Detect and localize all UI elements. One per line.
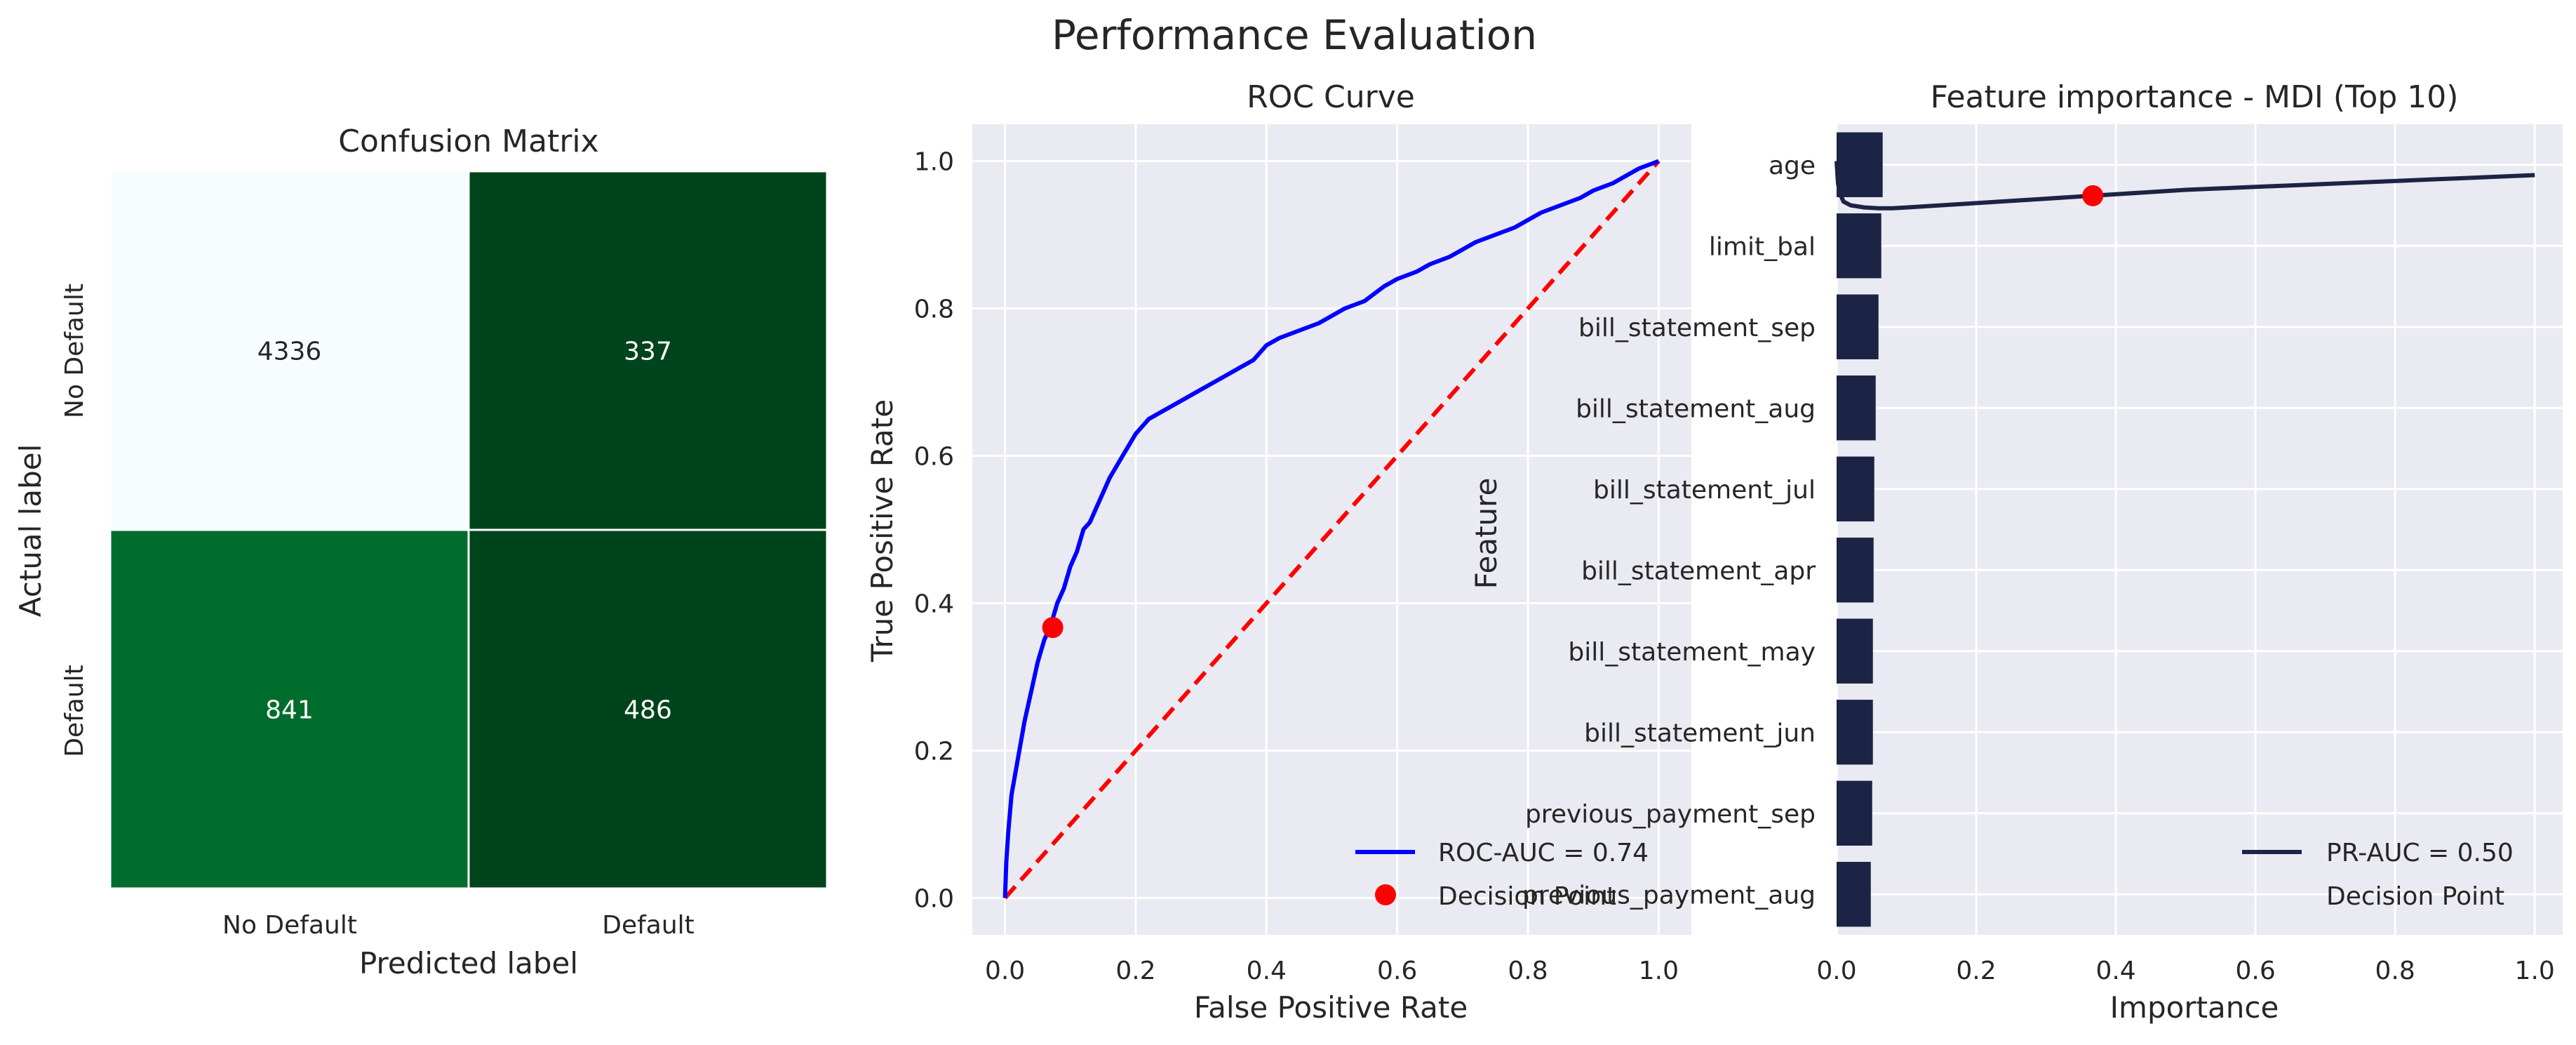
fi-bar-previous_payment_sep: [1837, 780, 1872, 846]
roc-chance-diagonal: [1003, 159, 1661, 900]
roc-xtick-4: 0.8: [1508, 957, 1548, 985]
cm-title: Confusion Matrix: [338, 124, 598, 159]
fi-label-bill_statement_jul: bill_statement_jul: [1593, 476, 1816, 505]
fi-tick-labels: 0.0 0.2 0.4 0.6 0.8 1.0: [1816, 957, 2554, 985]
cm-cell-value-0-1: 337: [624, 338, 672, 366]
roc-xtick-1: 0.2: [1115, 957, 1155, 985]
roc-ytick-3: 0.6: [914, 443, 954, 472]
fi-title: Feature importance - MDI (Top 10): [1931, 79, 2459, 115]
roc-tick-labels: 0.0 0.2 0.4 0.6 0.8 1.0 0.0 0.2 0.4 0.6 0.8 1.0: [914, 148, 1679, 986]
cm-ylabel: Actual label: [13, 444, 48, 618]
fi-bar-previous_payment_aug: [1837, 862, 1871, 927]
fi-label-bill_statement_sep: bill_statement_sep: [1578, 314, 1816, 342]
cm-ytick-0: No Default: [60, 284, 89, 418]
fi-bar-bill_statement_aug: [1837, 375, 1876, 441]
cm-cell-0-1: [467, 170, 829, 531]
figure-title: Performance Evaluation: [1052, 11, 1537, 59]
fi-plot-area: [1837, 124, 2563, 935]
cm-cell-1-1: [467, 528, 829, 890]
roc-legend-point-swatch: [1375, 884, 1396, 905]
roc-xtick-0: 0.0: [985, 957, 1025, 985]
fi-bars: [1837, 132, 1883, 927]
roc-ytick-4: 0.8: [914, 295, 954, 324]
fi-bar-limit_bal: [1837, 213, 1881, 279]
cm-cell-value-0-0: 4336: [257, 338, 322, 366]
fi-xtick-4: 0.8: [2375, 957, 2415, 985]
roc-ytick-5: 1.0: [914, 148, 954, 177]
feature-importance-chart: Feature importance - MDI (Top 10) age lim…: [1469, 79, 2563, 1025]
fi-xtick-1: 0.2: [1956, 957, 1996, 985]
fi-label-limit_bal: limit_bal: [1709, 232, 1816, 261]
cm-xtick-0: No Default: [222, 911, 357, 940]
cm-xtick-1: Default: [602, 911, 695, 940]
fi-xtick-0: 0.0: [1816, 957, 1856, 985]
roc-curve-chart: ROC Curve 0.0 0.2 0.4 0.6 0.8 1.0 0.0 0.2 0.4 0.6…: [865, 79, 1691, 1025]
cm-cell-1-0: [109, 528, 470, 890]
cm-cell-value-1-0: 841: [265, 696, 314, 725]
roc-legend-point-label: Decision Point: [1438, 882, 1616, 911]
roc-legend-label: ROC-AUC = 0.74: [1438, 839, 1649, 867]
roc-ytick-0: 0.0: [914, 885, 954, 914]
fi-label-previous_payment_sep: previous_payment_sep: [1525, 800, 1816, 829]
roc-xtick-5: 1.0: [1639, 957, 1679, 985]
cm-ytick-1: Default: [60, 665, 89, 757]
fi-bar-bill_statement_jun: [1837, 700, 1873, 765]
fi-bar-bill_statement_may: [1837, 618, 1873, 684]
pr-legend: PR-AUC = 0.50 Decision Point: [2242, 839, 2514, 911]
fi-ylabel: Feature: [1469, 478, 1503, 590]
pr-decision-point: [2082, 185, 2104, 206]
fi-label-bill_statement_jun: bill_statement_jun: [1584, 719, 1816, 747]
pr-legend-point-label: Decision Point: [2326, 882, 2504, 911]
fi-xtick-2: 0.4: [2095, 957, 2135, 985]
fi-xtick-5: 1.0: [2515, 957, 2555, 985]
fi-category-labels: age limit_bal bill_statement_sep bill_state…: [1522, 152, 1816, 910]
fi-bar-bill_statement_jul: [1837, 456, 1874, 521]
roc-legend: ROC-AUC = 0.74 Decision Point: [1355, 839, 1649, 911]
fi-bar-bill_statement_sep: [1837, 294, 1879, 359]
roc-xtick-3: 0.6: [1377, 957, 1417, 985]
cm-xlabel: Predicted label: [359, 946, 578, 980]
confusion-matrix-chart: Confusion Matrix 4336 337 841 486 No Defaul…: [13, 124, 829, 980]
roc-title: ROC Curve: [1247, 79, 1415, 115]
roc-xtick-2: 0.4: [1247, 957, 1287, 985]
pr-legend-label: PR-AUC = 0.50: [2326, 839, 2514, 867]
fi-label-age: age: [1769, 152, 1816, 180]
fi-label-previous_payment_aug: previous_payment_aug: [1522, 881, 1816, 910]
roc-xlabel: False Positive Rate: [1194, 990, 1468, 1025]
fi-bar-age: [1837, 132, 1883, 197]
cm-cell-value-1-1: 486: [624, 696, 672, 725]
roc-gridlines: [972, 124, 1691, 935]
roc-ytick-1: 0.2: [914, 738, 954, 766]
roc-ytick-2: 0.4: [914, 590, 954, 619]
fi-xlabel: Importance: [2110, 990, 2279, 1025]
roc-ylabel: True Positive Rate: [865, 399, 899, 663]
cm-cell-0-0: [109, 170, 470, 531]
fi-bar-bill_statement_apr: [1837, 538, 1874, 603]
roc-decision-point: [1042, 617, 1064, 639]
fi-label-bill_statement_may: bill_statement_may: [1568, 638, 1816, 667]
fi-label-bill_statement_aug: bill_statement_aug: [1576, 394, 1816, 423]
fi-xtick-3: 0.6: [2235, 957, 2275, 985]
fi-label-bill_statement_apr: bill_statement_apr: [1581, 557, 1816, 585]
